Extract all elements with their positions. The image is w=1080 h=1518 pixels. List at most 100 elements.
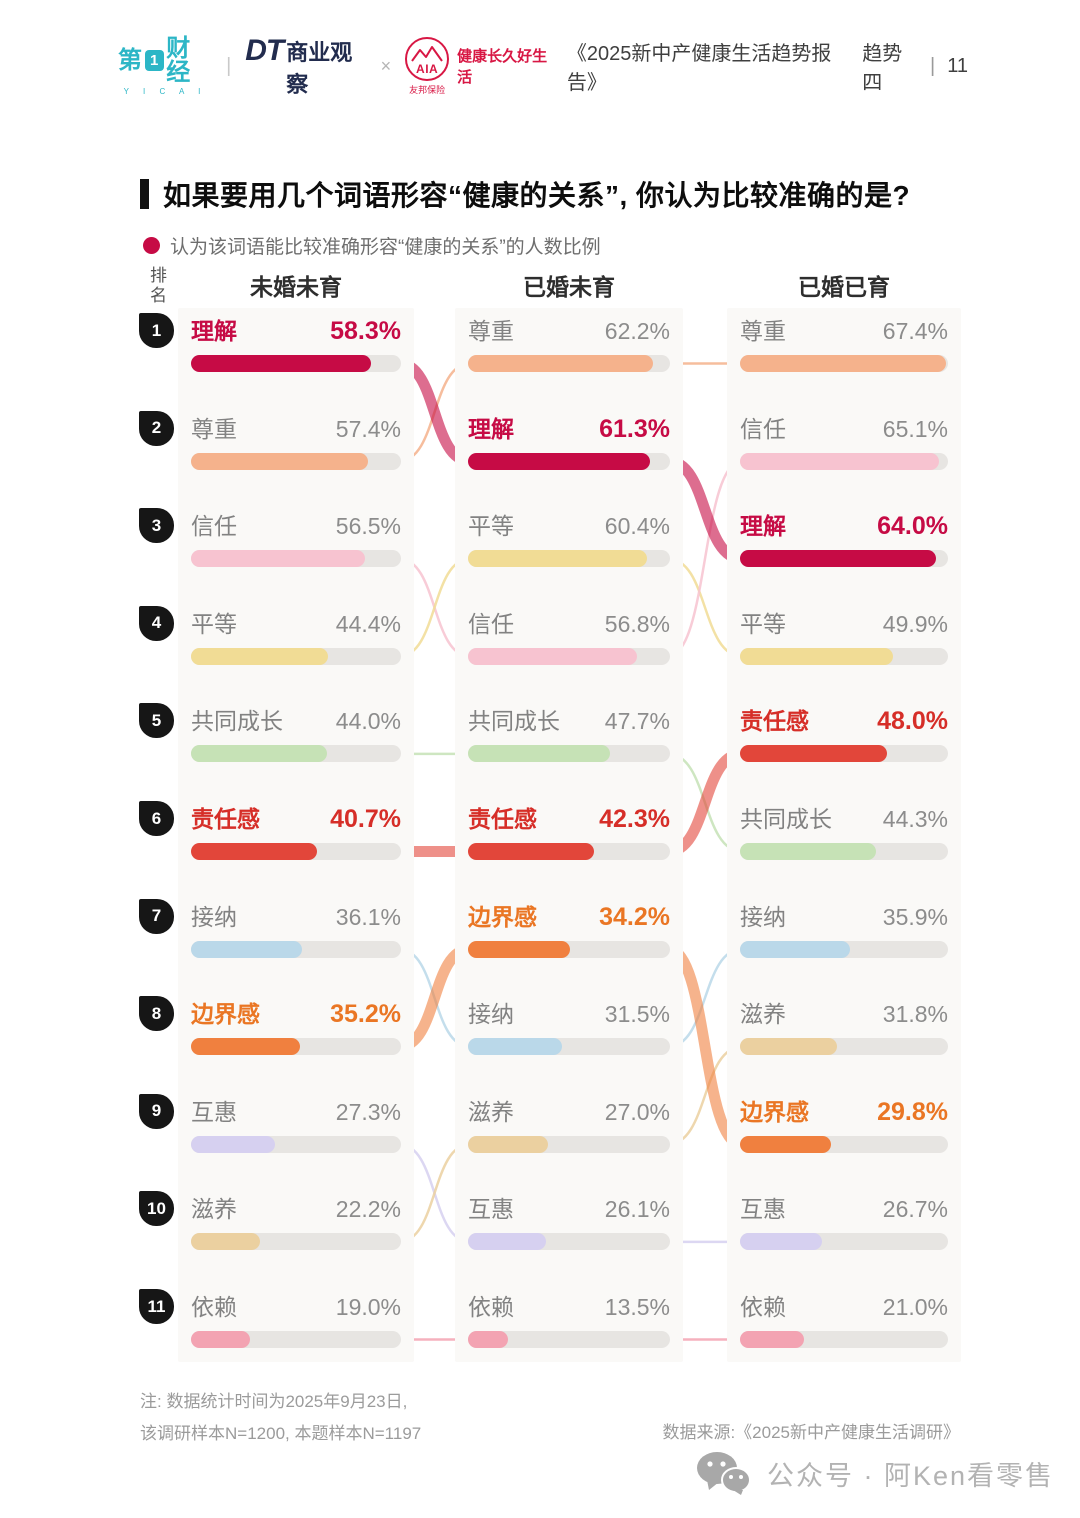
rank-badge: 6 bbox=[139, 801, 174, 836]
dt-logo-text: 商业观察 bbox=[286, 39, 353, 97]
word-cell: 平等 bbox=[740, 610, 786, 637]
rank-bar-fill bbox=[740, 843, 876, 860]
rank-badge: 9 bbox=[139, 1093, 174, 1129]
word-cell: 信任 bbox=[740, 415, 786, 442]
word-cell: 滋养 bbox=[468, 1098, 514, 1125]
column-panel bbox=[178, 308, 414, 1362]
rank-bar-fill bbox=[740, 745, 887, 763]
percent-value: 61.3% bbox=[599, 414, 670, 443]
legend-dot-icon bbox=[143, 237, 160, 254]
rank-badge: 11 bbox=[139, 1289, 174, 1324]
rank-bar-track bbox=[468, 1038, 670, 1056]
footnote-line2: 该调研样本N=1200, 本题样本N=1197 bbox=[140, 1424, 422, 1443]
word-cell: 依赖 bbox=[740, 1294, 786, 1320]
rank-bar-fill bbox=[191, 940, 303, 958]
percent-value: 13.5% bbox=[604, 1294, 670, 1320]
column-header: 已婚已育 bbox=[798, 274, 890, 300]
rank-bar-fill bbox=[191, 550, 366, 568]
rank-bar-track bbox=[468, 452, 670, 470]
watermark-text: 公众号 · 阿Ken看零售 bbox=[766, 1460, 1054, 1491]
rank-bar-track bbox=[740, 1233, 948, 1251]
percent-value: 62.2% bbox=[604, 318, 670, 344]
percent-value: 27.0% bbox=[604, 1098, 670, 1125]
percent-value: 26.1% bbox=[604, 1196, 670, 1223]
rank-bar-fill bbox=[740, 1233, 822, 1251]
rank-badge: 2 bbox=[139, 410, 174, 446]
percent-value: 35.9% bbox=[882, 903, 948, 930]
rank-bar-fill bbox=[191, 452, 369, 470]
word-cell: 滋养 bbox=[740, 1001, 786, 1028]
percent-value: 65.1% bbox=[882, 415, 948, 442]
rank-bar-track bbox=[191, 1233, 401, 1251]
percent-value: 29.8% bbox=[877, 1097, 948, 1126]
rank-bar-track bbox=[191, 843, 401, 860]
word-cell: 接纳 bbox=[191, 903, 237, 930]
rank-badge: 8 bbox=[139, 996, 174, 1032]
percent-value: 27.3% bbox=[335, 1098, 401, 1125]
rank-bar-fill bbox=[468, 1038, 562, 1056]
rank-bar-track bbox=[740, 1038, 948, 1056]
rank-bar-track bbox=[191, 355, 401, 372]
percent-value: 44.4% bbox=[335, 610, 401, 637]
footnote: 注: 数据统计时间为2025年9月23日, 该调研样本N=1200, 本题样本N… bbox=[140, 1386, 421, 1450]
rank-bar-fill bbox=[191, 1038, 300, 1056]
rank-bar-track bbox=[468, 1135, 670, 1153]
rank-badge: 10 bbox=[139, 1191, 174, 1227]
rank-bar-fill bbox=[468, 843, 594, 860]
rank-bar-fill bbox=[191, 647, 329, 665]
rank-bar-track bbox=[740, 745, 948, 763]
rank-bar-track bbox=[468, 1331, 670, 1348]
rank-bar-fill bbox=[740, 1331, 805, 1348]
rank-bar-fill bbox=[468, 550, 648, 568]
word-cell: 互惠 bbox=[191, 1098, 237, 1125]
percent-value: 64.0% bbox=[877, 512, 948, 541]
yicai-logo: 第 1 财经 Y I C A I bbox=[118, 36, 212, 96]
watermark: 公众号 · 阿Ken看零售 bbox=[695, 1450, 1054, 1496]
column-panel bbox=[727, 308, 961, 1362]
report-breadcrumb: 《2025新中产健康生活趋势报告》 趋势四 | 11 bbox=[567, 37, 968, 95]
rank-bar-fill bbox=[468, 452, 651, 470]
word-cell: 责任感 bbox=[468, 806, 537, 832]
rank-bar-track bbox=[740, 647, 948, 665]
percent-value: 31.8% bbox=[882, 1001, 948, 1028]
page-number: 11 bbox=[947, 54, 968, 77]
percent-value: 22.2% bbox=[335, 1196, 401, 1223]
percent-value: 56.8% bbox=[604, 610, 670, 637]
aia-name: AIA bbox=[416, 61, 439, 76]
rank-bar-track bbox=[468, 355, 670, 372]
word-cell: 依赖 bbox=[191, 1294, 237, 1320]
yicai-logo-one: 1 bbox=[145, 50, 165, 71]
rank-bar-track bbox=[191, 647, 401, 665]
rank-bar-track bbox=[191, 940, 401, 958]
dt-logo-mark: DT bbox=[245, 33, 284, 67]
rank-bar-fill bbox=[740, 355, 947, 372]
rank-bar-fill bbox=[740, 1038, 838, 1056]
percent-value: 42.3% bbox=[599, 805, 670, 833]
rank-bar-track bbox=[191, 452, 401, 470]
word-cell: 理解 bbox=[191, 318, 237, 344]
rank-bar-track bbox=[468, 1233, 670, 1251]
percent-value: 35.2% bbox=[330, 1000, 401, 1029]
rank-bar-track bbox=[468, 647, 670, 665]
word-cell: 尊重 bbox=[740, 318, 786, 344]
dt-observe-logo: DT 商业观察 bbox=[245, 34, 366, 99]
aia-logo: AIA 友邦保险 健康长久好生活 bbox=[405, 36, 553, 96]
percent-value: 34.2% bbox=[599, 902, 670, 931]
rank-bar-fill bbox=[740, 550, 936, 568]
aia-sub-label: 友邦保险 bbox=[409, 84, 446, 95]
rank-bar-fill bbox=[468, 745, 610, 763]
percent-value: 21.0% bbox=[882, 1294, 948, 1320]
column-header: 未婚未育 bbox=[250, 274, 342, 300]
rank-bar-track bbox=[740, 452, 948, 470]
word-cell: 信任 bbox=[468, 610, 514, 637]
word-cell: 互惠 bbox=[740, 1196, 786, 1223]
rank-bar-fill bbox=[740, 1135, 832, 1153]
column-panel bbox=[455, 308, 683, 1362]
percent-value: 44.0% bbox=[335, 708, 401, 735]
percent-value: 47.7% bbox=[604, 708, 670, 735]
word-cell: 边界感 bbox=[740, 1098, 809, 1125]
rank-bar-fill bbox=[468, 1331, 509, 1348]
word-cell: 平等 bbox=[191, 610, 237, 637]
rank-bar-track bbox=[740, 1135, 948, 1153]
rank-bar-track bbox=[191, 550, 401, 568]
